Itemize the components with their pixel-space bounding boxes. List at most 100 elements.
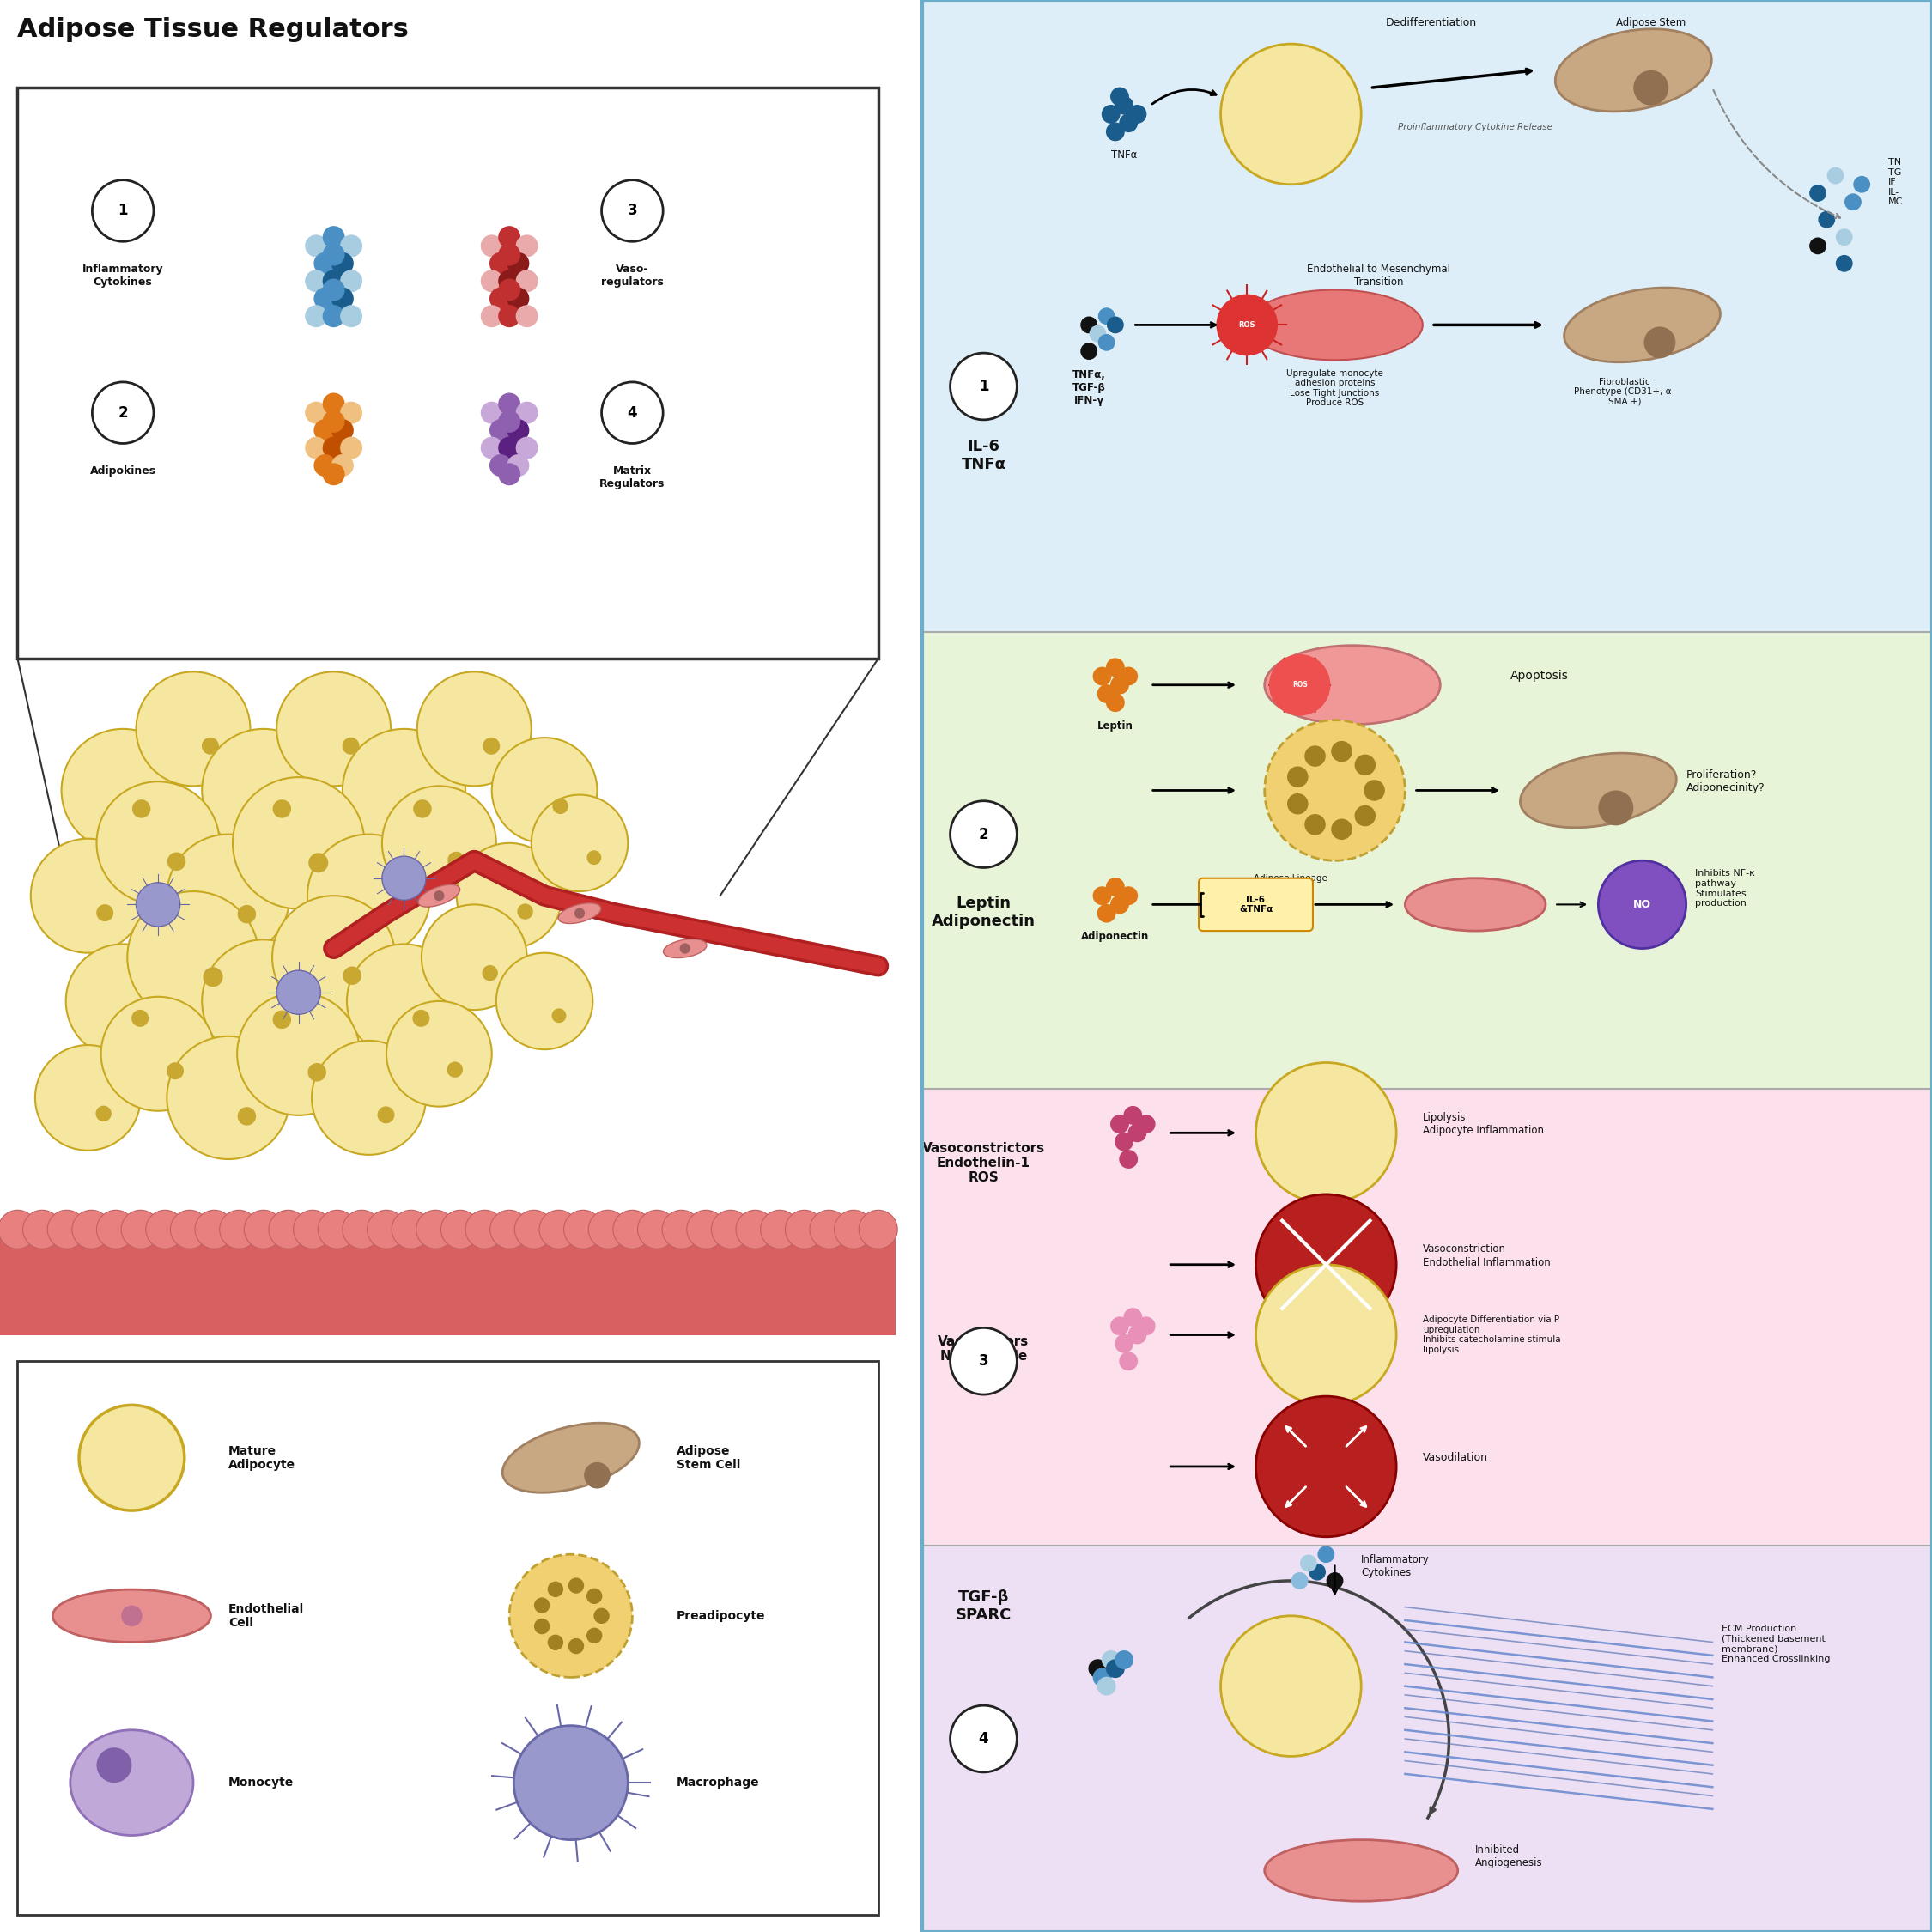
Circle shape — [498, 412, 520, 433]
Text: IL-6
&TNFα: IL-6 &TNFα — [1238, 895, 1273, 914]
Circle shape — [71, 1209, 110, 1248]
Circle shape — [547, 1634, 564, 1650]
Circle shape — [0, 1209, 37, 1248]
Text: 3: 3 — [980, 1354, 989, 1370]
Circle shape — [516, 402, 537, 423]
Ellipse shape — [558, 902, 601, 923]
Circle shape — [323, 412, 344, 433]
Circle shape — [1115, 97, 1132, 114]
Circle shape — [1082, 344, 1097, 359]
Circle shape — [1111, 676, 1128, 694]
Text: Adipose
Stem Cell: Adipose Stem Cell — [676, 1445, 740, 1470]
Circle shape — [168, 852, 185, 871]
Circle shape — [553, 1009, 566, 1022]
Text: 2: 2 — [118, 406, 128, 421]
Circle shape — [97, 904, 114, 922]
Text: Vasoconstriction
Endothelial Inflammation: Vasoconstriction Endothelial Inflammatio… — [1422, 1244, 1549, 1267]
Circle shape — [508, 454, 529, 475]
Circle shape — [97, 782, 220, 904]
Circle shape — [203, 939, 325, 1063]
Circle shape — [498, 226, 520, 247]
Circle shape — [342, 728, 466, 852]
Circle shape — [97, 1105, 112, 1121]
Circle shape — [1304, 746, 1325, 767]
Text: Proliferation?
Adiponecinity?: Proliferation? Adiponecinity? — [1687, 769, 1764, 794]
Circle shape — [583, 1463, 611, 1488]
Circle shape — [1094, 667, 1111, 686]
Circle shape — [1304, 813, 1325, 835]
Circle shape — [1107, 317, 1122, 332]
FancyBboxPatch shape — [922, 1090, 1932, 1546]
Text: Inhibits NF-κ
pathway
Stimulates
production: Inhibits NF-κ pathway Stimulates product… — [1694, 869, 1754, 908]
Circle shape — [305, 437, 327, 458]
Ellipse shape — [1246, 290, 1422, 359]
Circle shape — [589, 1209, 628, 1248]
Circle shape — [66, 945, 180, 1059]
Circle shape — [1111, 896, 1128, 914]
Circle shape — [413, 1010, 429, 1026]
Circle shape — [1269, 655, 1331, 715]
Text: Adipose Stem
Cell: Adipose Stem Cell — [1615, 17, 1687, 43]
Circle shape — [319, 1209, 357, 1248]
Text: Leptin
Adiponectin: Leptin Adiponectin — [931, 896, 1036, 929]
Circle shape — [508, 253, 529, 274]
Circle shape — [1828, 168, 1843, 184]
Circle shape — [547, 1580, 564, 1598]
Circle shape — [417, 672, 531, 786]
Circle shape — [377, 1107, 394, 1122]
Circle shape — [276, 970, 321, 1014]
Circle shape — [1090, 1660, 1107, 1677]
Circle shape — [951, 1706, 1016, 1772]
Circle shape — [93, 180, 155, 242]
Circle shape — [340, 236, 361, 257]
Circle shape — [1331, 740, 1352, 761]
Circle shape — [1327, 1573, 1343, 1588]
Circle shape — [1835, 230, 1853, 245]
Text: Leptin: Leptin — [1097, 721, 1134, 732]
Text: Matrix
Regulators: Matrix Regulators — [599, 466, 665, 489]
Text: Adipose Tissue Regulators: Adipose Tissue Regulators — [17, 17, 410, 43]
Circle shape — [145, 1209, 184, 1248]
Circle shape — [309, 852, 328, 873]
Circle shape — [269, 1209, 307, 1248]
Circle shape — [1097, 904, 1115, 922]
Circle shape — [860, 1209, 898, 1248]
Circle shape — [1111, 1115, 1128, 1132]
Text: 4: 4 — [628, 406, 638, 421]
Circle shape — [553, 798, 568, 813]
Circle shape — [323, 270, 344, 292]
Text: Adiponectin: Adiponectin — [1082, 931, 1150, 943]
Circle shape — [311, 1041, 425, 1155]
Ellipse shape — [417, 885, 460, 906]
Circle shape — [1221, 44, 1362, 184]
Circle shape — [516, 305, 537, 327]
Circle shape — [342, 1209, 381, 1248]
Circle shape — [305, 236, 327, 257]
Ellipse shape — [1520, 753, 1677, 827]
Circle shape — [332, 419, 354, 440]
Text: Vasodilation: Vasodilation — [1422, 1453, 1488, 1463]
Circle shape — [1138, 1318, 1155, 1335]
Circle shape — [587, 850, 601, 866]
Circle shape — [294, 1209, 332, 1248]
Circle shape — [951, 354, 1016, 419]
Circle shape — [272, 1010, 292, 1028]
Circle shape — [539, 1209, 578, 1248]
Circle shape — [498, 394, 520, 415]
Circle shape — [1107, 694, 1124, 711]
Circle shape — [1111, 1318, 1128, 1335]
Circle shape — [1111, 87, 1128, 106]
Circle shape — [1124, 1308, 1142, 1325]
Circle shape — [323, 243, 344, 265]
Circle shape — [1354, 806, 1376, 827]
Circle shape — [344, 966, 361, 985]
Text: Lipolysis
Adipocyte Inflammation: Lipolysis Adipocyte Inflammation — [1422, 1113, 1544, 1136]
Circle shape — [1855, 176, 1870, 193]
Circle shape — [31, 838, 145, 952]
Circle shape — [332, 288, 354, 309]
Ellipse shape — [70, 1729, 193, 1835]
Circle shape — [1099, 309, 1115, 325]
Circle shape — [491, 288, 512, 309]
Circle shape — [686, 1209, 724, 1248]
Circle shape — [711, 1209, 750, 1248]
